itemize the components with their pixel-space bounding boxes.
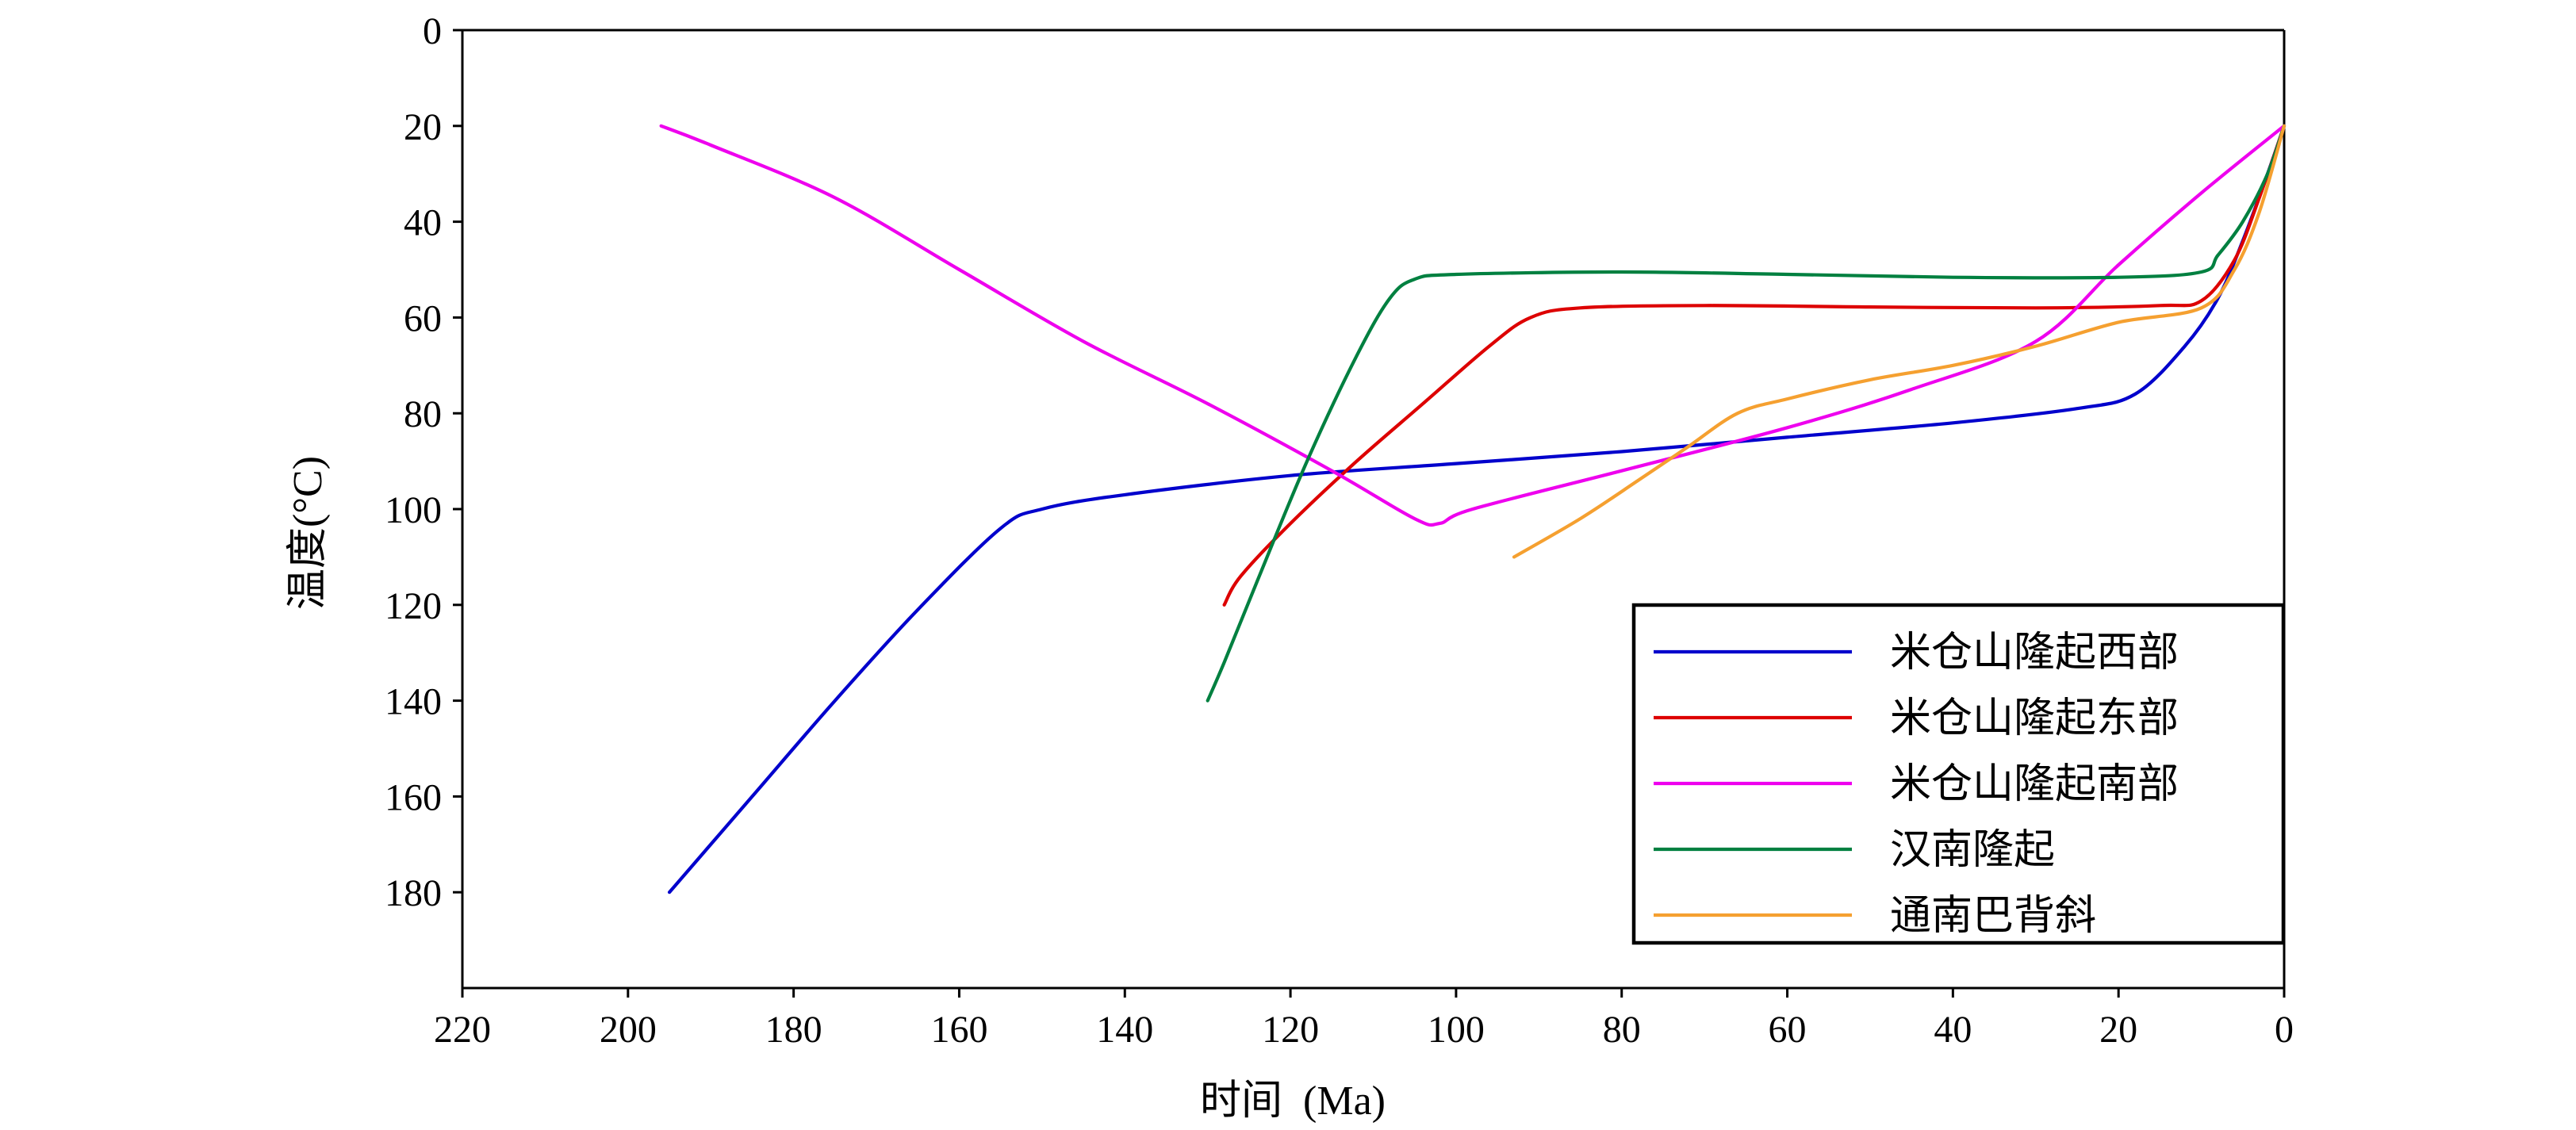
x-tick-label: 60 (1769, 1009, 1807, 1051)
y-tick-label: 140 (385, 681, 442, 723)
x-tick-label: 80 (1603, 1009, 1641, 1051)
y-axis-ticks: 0 20 40 60 80 100 120 140 160 180 (385, 10, 462, 914)
y-tick-label: 160 (385, 776, 442, 818)
y-axis-title: 温度(°C) (286, 456, 331, 610)
x-tick-label: 180 (765, 1009, 822, 1051)
x-axis-ticks: 220 200 180 160 140 120 100 80 60 40 20 0 (434, 988, 2294, 1051)
x-tick-label: 20 (2099, 1009, 2137, 1051)
y-tick-label: 0 (423, 10, 442, 52)
x-tick-label: 0 (2275, 1009, 2294, 1051)
x-axis-title: 时间 (Ma) (1200, 1078, 1386, 1124)
y-tick-label: 40 (404, 202, 442, 244)
series-line-4 (1206, 124, 2287, 703)
y-tick-label: 100 (385, 489, 442, 531)
x-tick-label: 220 (434, 1009, 491, 1051)
x-tick-label: 200 (600, 1009, 657, 1051)
x-tick-label: 100 (1428, 1009, 1485, 1051)
legend-label-1: 米仓山隆起西部 (1890, 629, 2179, 676)
legend-label-4: 汉南隆起 (1890, 826, 2055, 874)
series-line-3 (659, 124, 2287, 527)
series-line-5 (1512, 124, 2287, 559)
x-tick-label: 120 (1262, 1009, 1319, 1051)
x-tick-label: 40 (1934, 1009, 1972, 1051)
x-tick-label: 160 (930, 1009, 987, 1051)
y-tick-label: 120 (385, 585, 442, 627)
legend-box (1631, 603, 2286, 945)
x-tick-label: 140 (1096, 1009, 1153, 1051)
y-tick-label: 20 (404, 106, 442, 148)
series-line-1 (667, 124, 2287, 894)
series-lines (659, 124, 2287, 894)
y-tick-label: 180 (385, 872, 442, 914)
y-tick-label: 60 (404, 297, 442, 339)
series-line-2 (1222, 124, 2287, 607)
y-tick-label: 80 (404, 393, 442, 435)
legend-label-3: 米仓山隆起南部 (1890, 760, 2179, 808)
legend-label-5: 通南巴背斜 (1890, 892, 2096, 940)
legend-label-2: 米仓山隆起东部 (1890, 695, 2179, 742)
